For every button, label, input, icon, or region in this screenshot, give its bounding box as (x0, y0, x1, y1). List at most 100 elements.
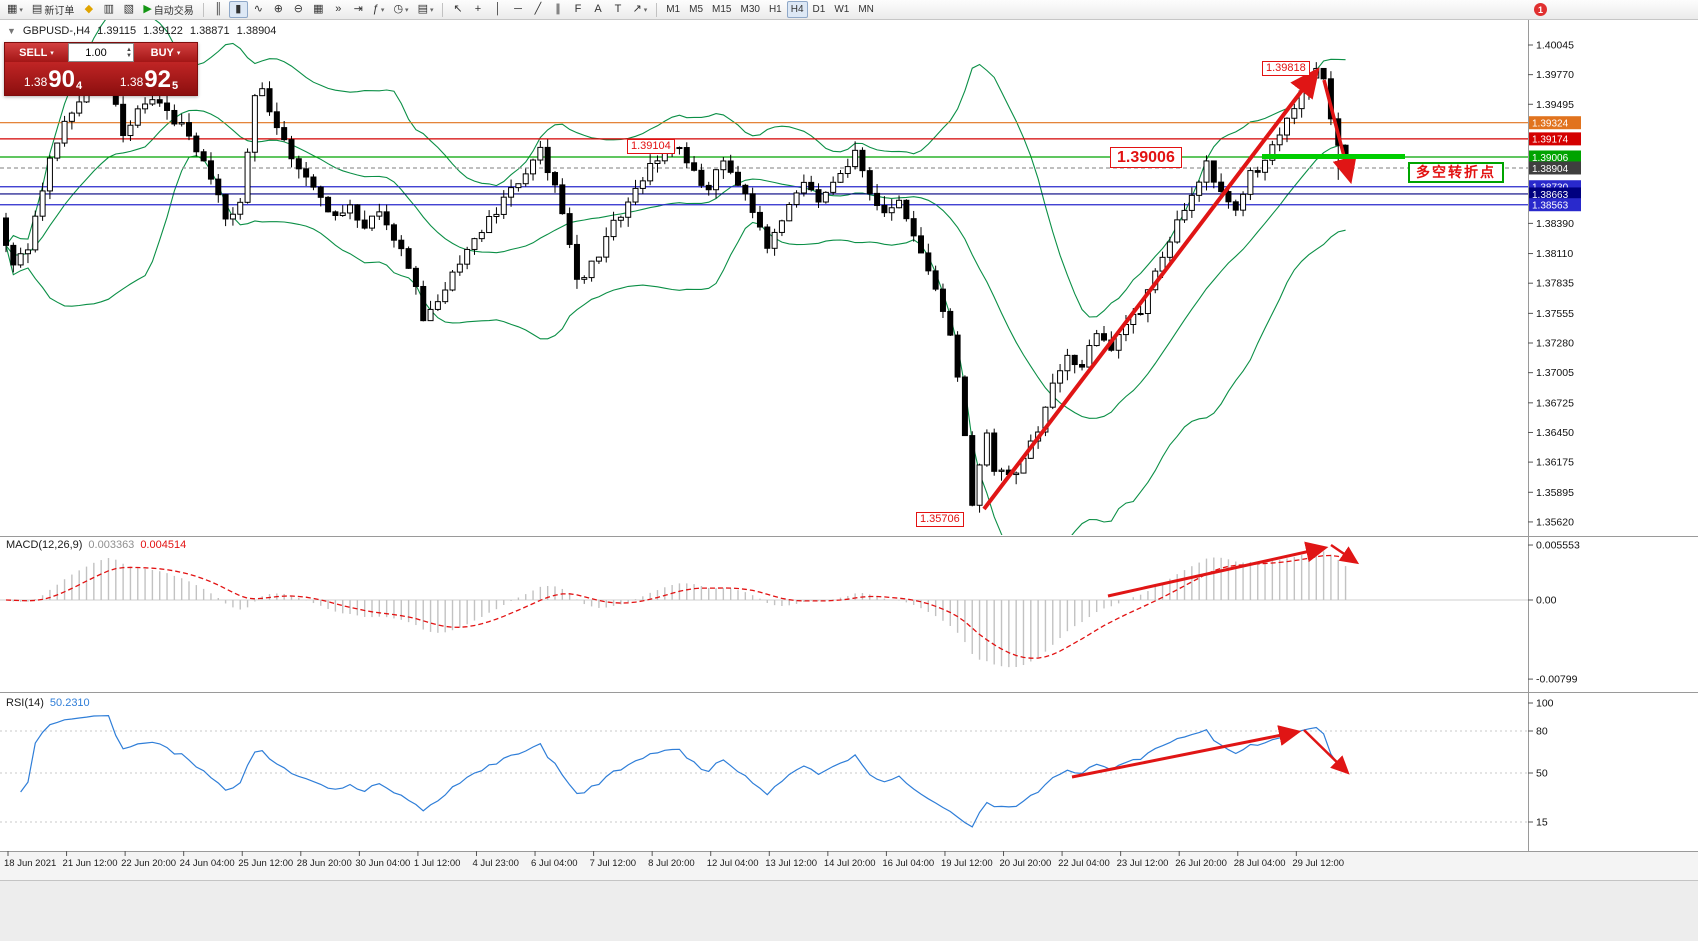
time-axis-label: 22 Jun 20:00 (121, 858, 176, 869)
periods-button[interactable]: ◷ ▾ (389, 1, 412, 18)
timeframe-mn-button[interactable]: MN (854, 1, 878, 18)
bollinger-lo-band[interactable] (5, 155, 1346, 577)
horizontal-line-button[interactable]: ─ (508, 1, 527, 18)
periods-icon: ◷ (393, 3, 404, 15)
new-order-label: 新订单 (44, 6, 75, 17)
market-watch-button[interactable]: ▥ (99, 1, 118, 18)
price-tag-label: 1.39324 (1532, 119, 1569, 130)
timeframe-w1-button[interactable]: W1 (830, 1, 853, 18)
autotrading-button[interactable]: ▶ 自动交易 (139, 1, 197, 18)
rsi-reversal-arrow[interactable] (1303, 729, 1350, 775)
price-tag-label: 1.38904 (1532, 164, 1569, 175)
rsi-axis-tick: 100 (1536, 698, 1554, 710)
timeframe-m5-label: M5 (689, 4, 704, 15)
chart-context-icon[interactable]: ▼ (7, 26, 16, 36)
templates-button[interactable]: ▤ ▾ (414, 1, 438, 18)
one-click-trading-panel: SELL ▾ ▲ ▼ BUY ▾ 1.38 90 4 1.38 92 5 (4, 42, 198, 96)
timeframe-m1-label: M1 (666, 4, 681, 15)
market-watch-icon: ▥ (103, 3, 115, 15)
bollinger-up-band[interactable] (5, 14, 1346, 318)
crosshair-button[interactable]: + (468, 1, 487, 18)
price-label-low[interactable]: 1.35706 (916, 512, 964, 527)
macd-uptrend-arrow[interactable] (1107, 541, 1329, 598)
sell-label: SELL (19, 46, 48, 59)
rsi-axis-tick: 80 (1536, 726, 1548, 738)
text-button[interactable]: A (588, 1, 607, 18)
volume-down-button[interactable]: ▼ (126, 52, 132, 59)
key-level-highlight-segment[interactable] (1262, 154, 1405, 159)
timeframe-m1-button[interactable]: M1 (662, 1, 684, 18)
indicators-button[interactable]: ƒ ▾ (369, 1, 389, 18)
candlestick-chart-button[interactable]: ▮ (228, 1, 248, 18)
timeframe-h4-label: H4 (790, 4, 804, 15)
indicators-icon: ƒ (372, 3, 379, 15)
fibonacci-retracement-button[interactable]: F (568, 1, 587, 18)
cursor-button[interactable]: ↖ (448, 1, 467, 18)
timeframe-m5-button[interactable]: M5 (685, 1, 707, 18)
bar-chart-icon: ║ (214, 3, 223, 15)
rsi-value: 50.2310 (49, 697, 90, 709)
timeframe-d1-button[interactable]: D1 (809, 1, 830, 18)
sell-button[interactable]: SELL ▾ (5, 43, 68, 62)
new-order-icon: ▤ (31, 3, 43, 15)
macd-reversal-arrow[interactable] (1330, 543, 1360, 565)
price-label-high[interactable]: 1.39818 (1262, 61, 1310, 76)
turning-point-label[interactable]: 多空转折点 (1408, 162, 1504, 183)
time-axis-label: 6 Jul 04:00 (531, 858, 577, 869)
new-chart-button[interactable]: ▦ ▾ (3, 1, 27, 18)
time-axis-label: 18 Jun 2021 (4, 858, 56, 869)
price-axis-tick: 1.37005 (1536, 367, 1574, 379)
sell-price[interactable]: 1.38 90 4 (5, 62, 101, 95)
zoom-in-button[interactable]: ⊕ (269, 1, 288, 18)
metaeditor-button[interactable]: ◆ (79, 1, 98, 18)
price-label-swing[interactable]: 1.39104 (627, 139, 675, 154)
equidistant-channel-button[interactable]: ∥ (548, 1, 567, 18)
timeframe-h1-button[interactable]: H1 (765, 1, 786, 18)
buy-price[interactable]: 1.38 92 5 (101, 62, 197, 95)
indicators-caret-icon: ▾ (380, 6, 385, 14)
price-reversal-arrow[interactable] (1322, 79, 1357, 185)
timeframe-m15-label: M15 (712, 4, 732, 15)
timeframe-m30-button[interactable]: M30 (736, 1, 763, 18)
line-chart-button[interactable]: ∿ (249, 1, 268, 18)
arrows-icon: ↗ (632, 3, 642, 15)
text-label-icon: T (614, 3, 622, 15)
tile-windows-button[interactable]: ▦ (309, 1, 328, 18)
time-axis-label: 30 Jun 04:00 (355, 858, 410, 869)
bar-chart-button[interactable]: ║ (209, 1, 228, 18)
buy-button[interactable]: BUY ▾ (134, 43, 197, 62)
price-axis-tick: 1.35895 (1536, 487, 1574, 499)
rsi-uptrend-arrow[interactable] (1071, 725, 1302, 779)
volume-input[interactable] (69, 44, 133, 61)
templates-caret-icon: ▾ (429, 6, 434, 14)
price-axis-tick: 1.38390 (1536, 218, 1574, 230)
auto-scroll-button[interactable]: » (329, 1, 348, 18)
text-label-button[interactable]: T (608, 1, 627, 18)
price-axis-tick: 1.36725 (1536, 397, 1574, 409)
strategy-tester-button[interactable]: ▧ (119, 1, 138, 18)
price-label-key-level[interactable]: 1.39006 (1110, 147, 1182, 168)
zoom-out-button[interactable]: ⊖ (289, 1, 308, 18)
price-tag-1.39174 (1529, 132, 1581, 146)
ohlc-open: 1.39115 (97, 25, 137, 37)
macd-axis-tick: 0.005553 (1536, 540, 1580, 552)
time-axis-label: 7 Jul 12:00 (590, 858, 636, 869)
timeframe-h4-button[interactable]: H4 (786, 1, 808, 18)
volume-up-button[interactable]: ▲ (126, 46, 132, 53)
symbol-period-label: GBPUSD-,H4 (22, 25, 91, 37)
arrows-button[interactable]: ↗ ▾ (628, 1, 651, 18)
fibonacci-retracement-icon: F (574, 3, 582, 15)
timeframe-m15-button[interactable]: M15 (708, 1, 735, 18)
price-axis-tick: 1.40045 (1536, 40, 1574, 52)
price-uptrend-arrow[interactable] (982, 67, 1320, 511)
vertical-line-button[interactable]: │ (488, 1, 507, 18)
new-order-button[interactable]: ▤ 新订单 (28, 1, 78, 18)
bollinger-mid-band[interactable] (5, 109, 1346, 419)
price-axis-tick: 1.35620 (1536, 516, 1574, 528)
trendline-button[interactable]: ╱ (528, 1, 547, 18)
notification-badge[interactable]: 1 (1534, 3, 1547, 16)
chart-shift-button[interactable]: ⇥ (349, 1, 368, 18)
macd-main-value: 0.003363 (88, 539, 135, 551)
price-axis-tick: 1.36175 (1536, 457, 1574, 469)
